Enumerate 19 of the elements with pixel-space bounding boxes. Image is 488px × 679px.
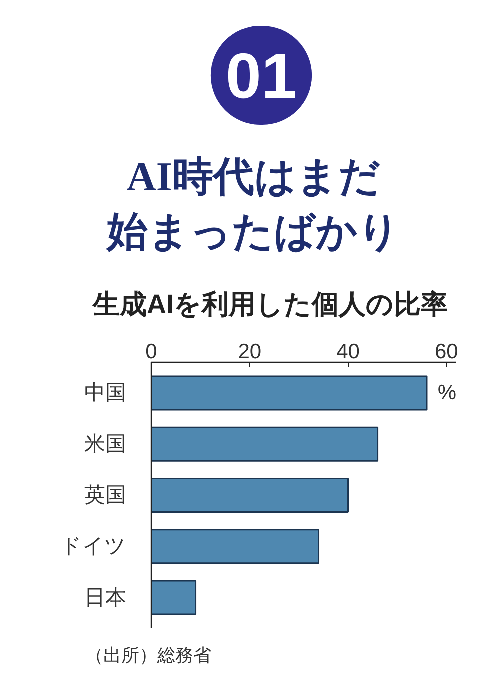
y-tick-label: 英国: [84, 484, 126, 507]
x-tick-label: 40: [336, 340, 360, 364]
bar: [152, 478, 350, 514]
text: （出所）総務省: [86, 646, 212, 666]
x-tick-label: 60: [434, 340, 458, 364]
y-tick-label: ドイツ: [60, 535, 126, 558]
text: 01: [226, 40, 298, 112]
y-tick-label: 日本: [84, 586, 126, 610]
chart-subtitle: 生成AIを利用した個人の比率: [92, 290, 448, 320]
x-tick-label: 20: [238, 340, 262, 364]
x-axis-title: %: [438, 382, 457, 405]
x-tick-label: 0: [146, 340, 158, 364]
bar: [152, 580, 197, 616]
y-tick-label: 米国: [84, 432, 126, 456]
bar: [152, 376, 428, 411]
bar: [152, 426, 379, 462]
chart-title: AI時代はまだ始まったばかり: [105, 154, 400, 254]
bar: [152, 529, 320, 564]
y-tick-label: 中国: [84, 382, 126, 405]
